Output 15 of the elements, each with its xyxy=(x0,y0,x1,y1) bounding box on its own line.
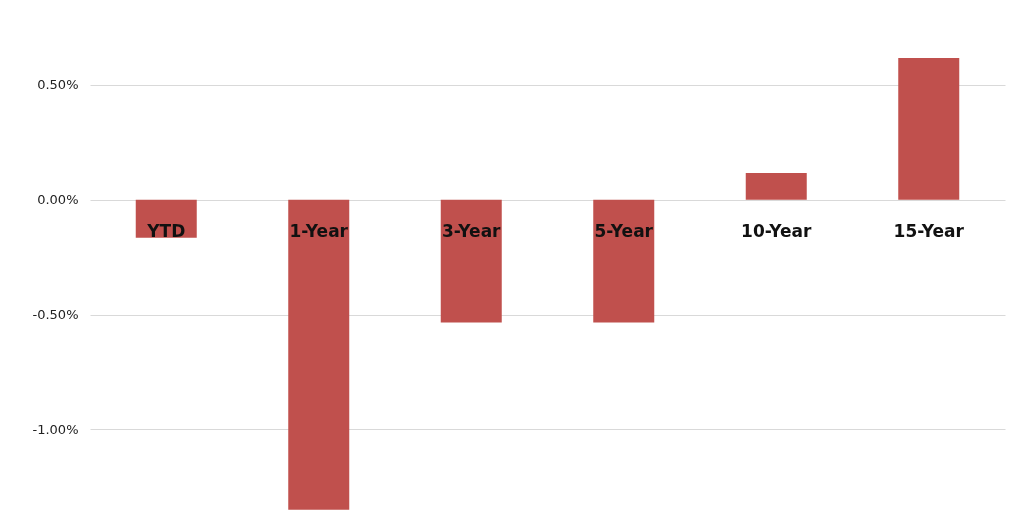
bar xyxy=(593,199,655,323)
x-tick-label: 5-Year xyxy=(594,220,654,241)
y-tick-label: 0.00% xyxy=(37,192,79,208)
bar xyxy=(898,58,960,200)
x-tick-label: 15-Year xyxy=(893,220,965,241)
y-tick-label: -0.50% xyxy=(32,307,79,323)
y-tick-label: 0.50% xyxy=(37,77,79,93)
x-tick-label: 10-Year xyxy=(741,220,813,241)
bar xyxy=(288,199,350,510)
x-tick-label: 3-Year xyxy=(441,220,502,241)
bar xyxy=(745,172,807,200)
x-tick-label: YTD xyxy=(146,220,186,241)
bar xyxy=(440,199,502,323)
y-tick-label: -1.00% xyxy=(32,421,79,437)
x-tick-label: 1-Year xyxy=(289,220,349,241)
